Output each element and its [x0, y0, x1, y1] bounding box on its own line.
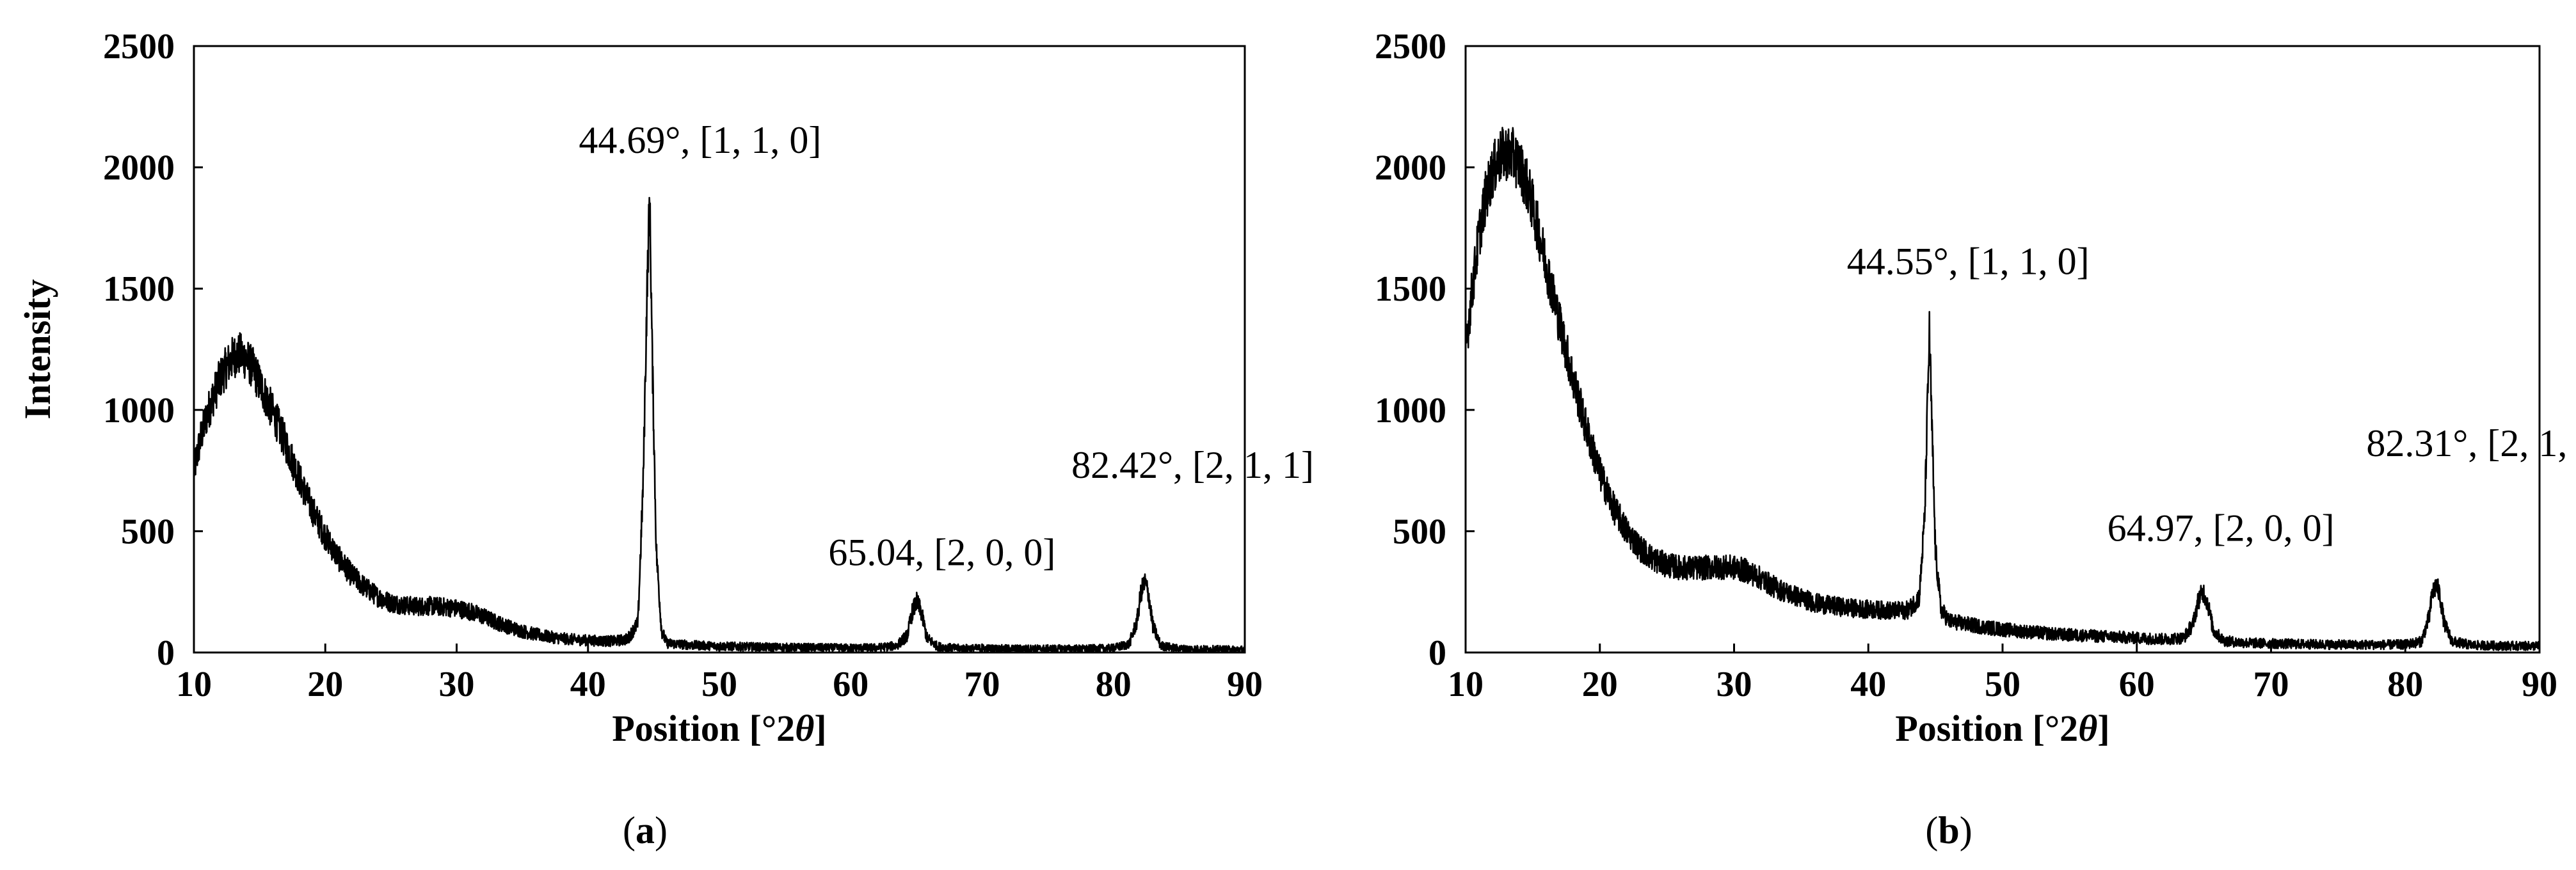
y-tick-label: 1000 — [1375, 391, 1446, 431]
panel-label: (b) — [1925, 809, 1972, 851]
panel-a: 10 20 30 40 50 60 70 80 90 0 500 1000 1500 2000 2500 Po… — [17, 27, 1314, 851]
y-tick-label: 1000 — [103, 391, 175, 431]
x-tick-label: 40 — [570, 665, 606, 704]
x-tick-label: 70 — [964, 665, 1000, 704]
peak-annotation: 65.04, [2, 0, 0] — [828, 531, 1055, 573]
x-axis-title-end: ] — [814, 708, 826, 749]
x-axis-title: Position [°2θ] — [612, 708, 826, 749]
y-tick-label: 2000 — [1375, 148, 1446, 188]
y-tick-label: 500 — [1393, 512, 1446, 551]
x-tick-label: 60 — [833, 665, 868, 704]
x-tick-label: 70 — [2253, 665, 2289, 704]
panel-label-letter: b — [1938, 809, 1959, 851]
x-tick-label: 30 — [1716, 665, 1752, 704]
y-axis-title: Intensity — [17, 279, 58, 419]
panel-label-letter: a — [636, 809, 655, 851]
x-tick-label: 10 — [1448, 665, 1484, 704]
panel-label-close: ) — [655, 809, 668, 851]
y-tick-label: 2000 — [103, 148, 175, 188]
y-tick-label: 500 — [121, 512, 175, 551]
panel-b: 10 20 30 40 50 60 70 80 90 0 500 1000 1500 2000 2500 Po… — [1375, 27, 2576, 851]
x-axis-title-main: Position [°2 — [612, 708, 795, 749]
x-axis-title-end: ] — [2097, 708, 2109, 749]
x-axis-title-theta: θ — [795, 708, 814, 749]
x-tick-label: 60 — [2119, 665, 2155, 704]
peak-annotation: 82.31°, [2, 1, 1] — [2366, 422, 2576, 464]
x-axis-title-main: Position [°2 — [1895, 708, 2078, 749]
panel-label: (a) — [623, 809, 668, 851]
x-tick-label: 80 — [2387, 665, 2423, 704]
y-tick-label: 2500 — [103, 27, 175, 67]
x-tick-label: 20 — [1582, 665, 1618, 704]
x-tick-label: 30 — [439, 665, 475, 704]
peak-annotation: 44.69°, [1, 1, 0] — [579, 119, 821, 161]
y-tick-label: 1500 — [103, 269, 175, 309]
x-axis-title: Position [°2θ] — [1895, 708, 2109, 749]
x-tick-label: 90 — [2522, 665, 2557, 704]
x-tick-label: 90 — [1227, 665, 1263, 704]
y-tick-label: 0 — [157, 633, 175, 673]
panel-label-close: ) — [1960, 809, 1972, 851]
x-tick-label: 80 — [1096, 665, 1132, 704]
y-tick-label: 2500 — [1375, 27, 1446, 67]
series-line — [193, 196, 1246, 654]
x-tick-label: 10 — [176, 665, 212, 704]
plot-frame — [1464, 45, 2541, 654]
peak-annotation: 44.55°, [1, 1, 0] — [1847, 240, 2090, 282]
panel-label-open: ( — [623, 809, 636, 851]
panel-label-open: ( — [1925, 809, 1938, 851]
y-tick-label: 0 — [1428, 633, 1446, 673]
peak-annotation: 82.42°, [2, 1, 1] — [1071, 444, 1314, 486]
x-tick-label: 40 — [1850, 665, 1886, 704]
x-tick-label: 50 — [701, 665, 737, 704]
x-tick-label: 50 — [1985, 665, 2020, 704]
peak-annotation: 64.97, [2, 0, 0] — [2108, 507, 2335, 550]
series-line — [1464, 127, 2541, 651]
y-tick-label: 1500 — [1375, 269, 1446, 309]
x-tick-label: 20 — [307, 665, 343, 704]
x-axis-title-theta: θ — [2078, 708, 2097, 749]
